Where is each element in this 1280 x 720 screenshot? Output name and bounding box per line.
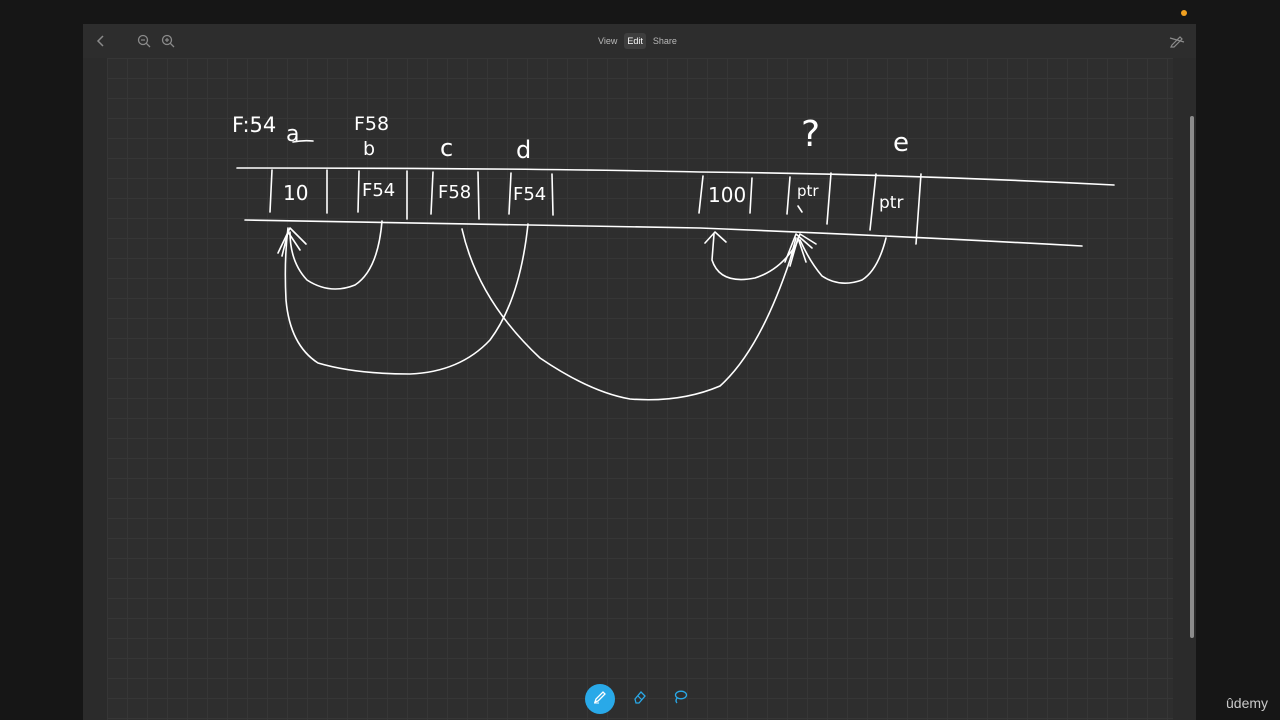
cell-value: ptr	[797, 182, 819, 200]
cell-divider	[915, 173, 922, 245]
cell-value: F54	[362, 180, 395, 201]
variable-label-e: e	[893, 128, 909, 158]
variable-label-c: c	[440, 134, 453, 162]
cell-divider	[698, 175, 704, 214]
variable-label-d: d	[516, 136, 531, 164]
cell-divider	[786, 176, 791, 215]
arrow-b-to-a	[289, 220, 383, 290]
cell-divider	[269, 169, 273, 213]
lasso-tool-button[interactable]	[665, 684, 695, 714]
strip-bottom-line	[244, 219, 1083, 247]
variable-label-b: b	[363, 138, 375, 160]
tab-view[interactable]: View	[598, 36, 618, 46]
arrow-c-to-q	[461, 228, 797, 401]
eraser-tool-button[interactable]	[625, 684, 655, 714]
mode-tabs: View Edit Share	[595, 33, 680, 49]
address-label: F58	[354, 113, 389, 135]
cell-divider	[869, 173, 877, 231]
cell-divider	[430, 171, 434, 215]
cell-value: ptr	[879, 193, 903, 213]
cell-divider	[551, 173, 554, 216]
zoom-out-icon[interactable]	[136, 33, 152, 49]
eraser-icon	[632, 689, 648, 710]
strip-top-line	[236, 167, 1115, 186]
cell-value: F58	[438, 182, 471, 203]
chevron-left-icon[interactable]	[93, 33, 109, 49]
udemy-watermark: ûdemy	[1226, 695, 1269, 711]
cell-value: 10	[283, 181, 308, 205]
drawing-toolbar	[585, 684, 695, 714]
recording-indicator	[1181, 10, 1187, 16]
cell-divider	[826, 172, 832, 225]
cell-value: 100	[708, 183, 746, 207]
vertical-scrollbar[interactable]	[1190, 116, 1194, 638]
cell-divider	[508, 172, 512, 215]
zoom-in-icon[interactable]	[160, 33, 176, 49]
cell-divider	[357, 170, 360, 213]
variable-label-a: a	[286, 122, 299, 147]
pen-icon	[592, 689, 608, 710]
tab-edit[interactable]: Edit	[624, 33, 646, 49]
top-toolbar: View Edit Share	[83, 24, 1196, 58]
tab-share[interactable]: Share	[652, 36, 677, 46]
lasso-icon	[672, 689, 688, 710]
arrow-q-to-100	[711, 233, 796, 281]
address-label: F:54	[232, 113, 276, 137]
cell-divider	[477, 171, 480, 220]
cell-divider	[749, 177, 753, 214]
arrow-e-to-q	[799, 237, 887, 284]
variable-label-unknown: ?	[801, 114, 820, 155]
cell-value: F54	[513, 184, 546, 205]
pen-tool-button[interactable]	[585, 684, 615, 714]
pencil-slash-icon[interactable]	[1169, 33, 1185, 49]
